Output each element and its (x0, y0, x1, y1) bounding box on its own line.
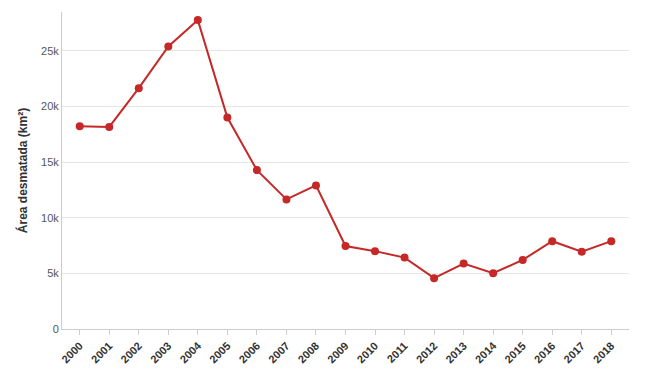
svg-text:2002: 2002 (118, 340, 144, 366)
svg-text:2004: 2004 (177, 339, 203, 365)
svg-text:2016: 2016 (532, 340, 558, 366)
svg-text:0: 0 (53, 323, 59, 335)
svg-text:25k: 25k (41, 45, 59, 57)
svg-text:2009: 2009 (325, 340, 351, 366)
svg-text:5k: 5k (47, 267, 59, 279)
svg-text:2017: 2017 (561, 340, 587, 366)
svg-text:2001: 2001 (89, 340, 115, 366)
svg-text:20k: 20k (41, 100, 59, 112)
svg-text:10k: 10k (41, 212, 59, 224)
svg-text:Área desmatada (km²): Área desmatada (km²) (15, 108, 30, 233)
svg-text:2008: 2008 (295, 340, 321, 366)
svg-text:2005: 2005 (207, 340, 233, 366)
svg-text:15k: 15k (41, 156, 59, 168)
svg-text:2014: 2014 (473, 339, 499, 365)
svg-text:2006: 2006 (236, 340, 262, 366)
svg-text:2018: 2018 (591, 340, 617, 366)
svg-text:2011: 2011 (384, 340, 409, 365)
svg-text:2010: 2010 (355, 340, 381, 366)
svg-text:2012: 2012 (414, 340, 440, 366)
svg-text:2013: 2013 (443, 340, 469, 366)
svg-text:2000: 2000 (59, 340, 85, 366)
svg-text:2015: 2015 (502, 340, 528, 366)
svg-text:2003: 2003 (148, 340, 174, 366)
svg-text:2007: 2007 (266, 340, 292, 366)
